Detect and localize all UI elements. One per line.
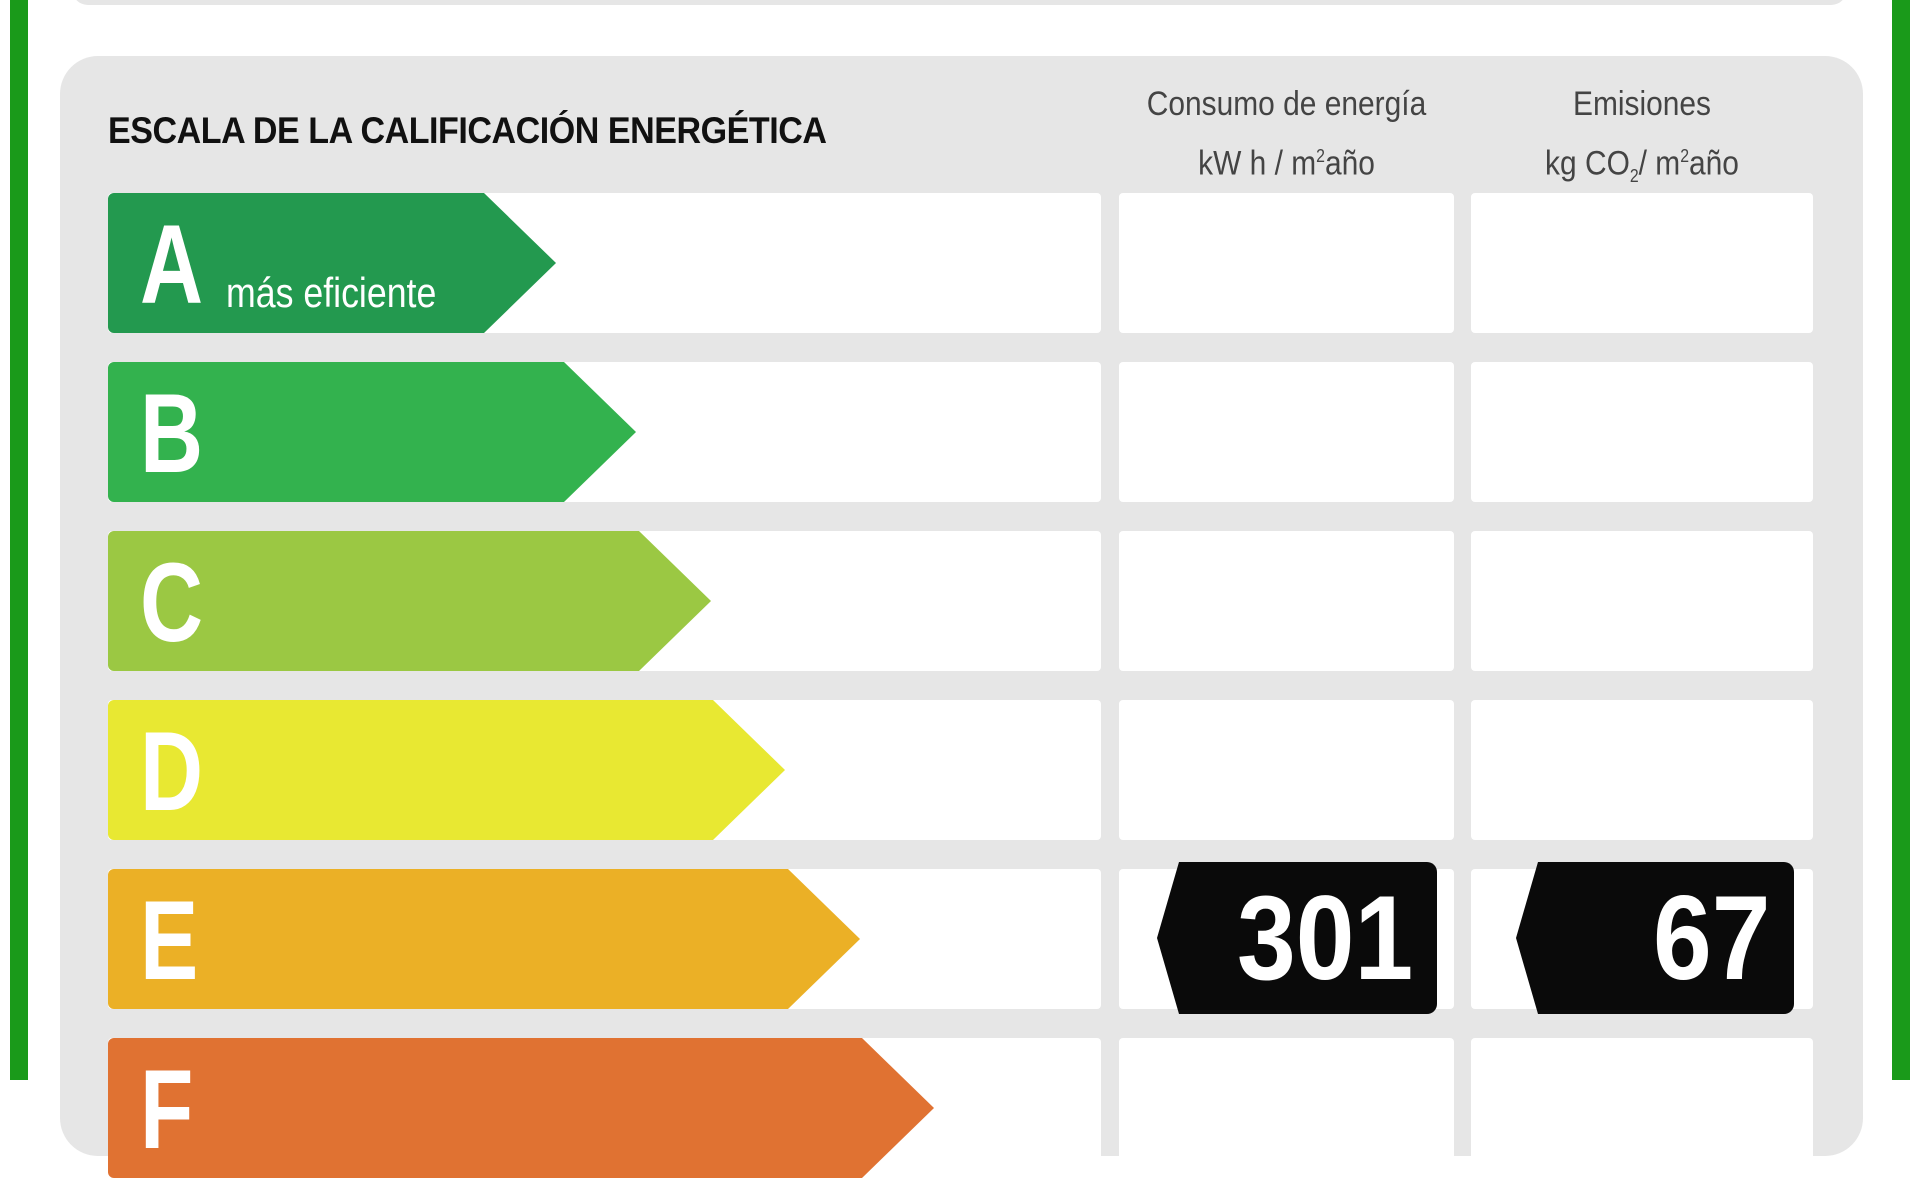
rating-letter: D	[140, 709, 204, 834]
rating-arrow-c: C	[108, 531, 711, 671]
consumo-cell-b	[1119, 362, 1454, 502]
emisiones-header-line1: Emisiones	[1572, 85, 1712, 123]
emisiones-header-unit: kg CO2/ m2año	[1545, 144, 1739, 187]
consumo-value: 301	[1236, 871, 1413, 1005]
consumo-header-line1: Consumo de energía	[1146, 85, 1427, 123]
consumo-cell-d	[1119, 700, 1454, 840]
green-frame-left	[10, 0, 28, 1080]
scale-title: ESCALA DE LA CALIFICACIÓN ENERGÉTICA	[108, 110, 827, 151]
consumo-cell-c	[1119, 531, 1454, 671]
rating-arrow-b: B	[108, 362, 636, 502]
rating-letter: F	[140, 1047, 194, 1172]
emisiones-cell-b	[1471, 362, 1813, 502]
consumo-cell-f	[1119, 1038, 1454, 1178]
rating-arrow-f: F	[108, 1038, 934, 1178]
consumo-cell-a	[1119, 193, 1454, 333]
emisiones-cell-d	[1471, 700, 1813, 840]
green-frame-right	[1892, 0, 1910, 1080]
rating-letter: C	[140, 540, 204, 665]
rating-letter: B	[140, 371, 204, 496]
emisiones-cell-f	[1471, 1038, 1813, 1178]
rating-letter: A	[140, 202, 204, 327]
rating-sublabel: más eficiente	[226, 269, 437, 316]
consumo-header: Consumo de energía kW h / m2año	[1139, 78, 1434, 189]
top-panel-edge	[72, 0, 1847, 5]
rating-arrow-d: D	[108, 700, 785, 840]
rating-letter: E	[140, 878, 199, 1003]
consumo-header-unit: kW h / m2año	[1198, 144, 1375, 183]
emisiones-value-badge: 67	[1516, 862, 1794, 1014]
emisiones-value: 67	[1652, 871, 1770, 1005]
emisiones-cell-c	[1471, 531, 1813, 671]
rating-arrow-e: E	[108, 869, 860, 1009]
emisiones-cell-a	[1471, 193, 1813, 333]
emisiones-header: Emisiones kg CO2/ m2año	[1492, 78, 1793, 202]
consumo-value-badge: 301	[1157, 862, 1437, 1014]
